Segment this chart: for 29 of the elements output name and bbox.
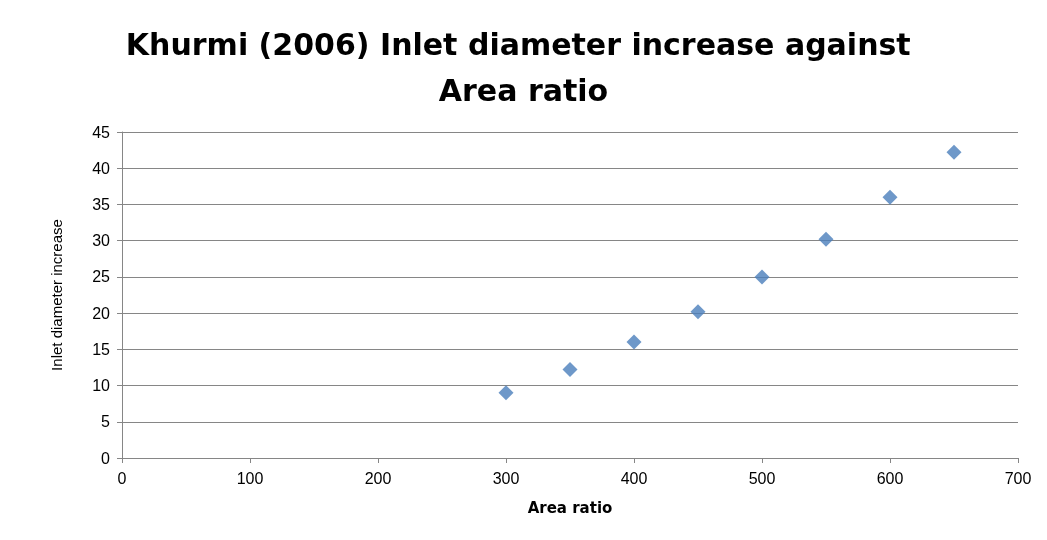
y-axis-title: Inlet diameter increase (48, 219, 65, 371)
point (754, 269, 770, 285)
y-tick-label: 20 (92, 304, 111, 322)
point (498, 385, 514, 401)
x-tick-label: 0 (117, 469, 127, 487)
x-tick-label: 600 (876, 469, 904, 487)
point (946, 144, 962, 160)
y-tick-label: 0 (101, 449, 111, 467)
point (626, 334, 642, 350)
y-tick-label: 45 (92, 123, 111, 141)
x-tick-label: 200 (364, 469, 392, 487)
point (818, 231, 834, 247)
chart-title: Khurmi (2006) Inlet diameter increase against Area ratio (125, 26, 922, 108)
x-tick-label: 400 (620, 469, 648, 487)
y-tick-label: 5 (101, 413, 111, 431)
y-tick-label: 25 (92, 268, 111, 286)
y-tick-label: 10 (92, 377, 111, 395)
point (882, 189, 898, 205)
point (690, 304, 706, 320)
x-tick-label: 700 (1004, 469, 1032, 487)
y-tick-label: 30 (92, 232, 111, 250)
x-tick-label: 500 (748, 469, 776, 487)
point (562, 362, 578, 378)
x-tick-label: 300 (492, 469, 520, 487)
y-tick-label: 15 (92, 340, 111, 358)
y-tick-label: 35 (92, 195, 111, 213)
x-axis-title: Area ratio (527, 498, 613, 517)
y-tick-label: 40 (92, 159, 111, 177)
x-tick-label: 100 (236, 469, 264, 487)
